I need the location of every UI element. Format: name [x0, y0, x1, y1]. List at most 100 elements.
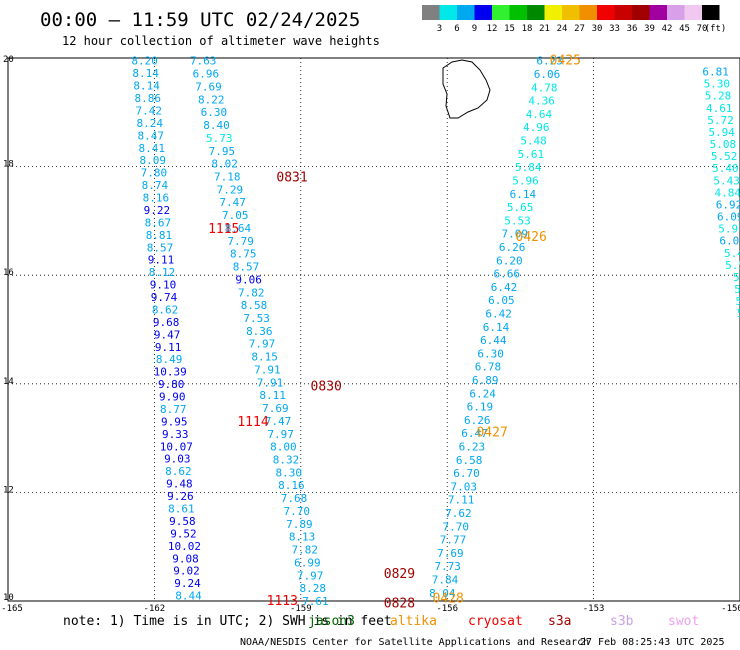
wave-height-point: 8.81: [146, 229, 173, 242]
wave-height-point: 9.11: [148, 254, 175, 267]
wave-height-point: 8.00: [270, 441, 297, 454]
wave-height-point: 8.61: [168, 503, 195, 516]
wave-height-point: 5.61: [518, 148, 545, 161]
y-tick-label: 16: [3, 268, 14, 278]
scale-label: 12: [487, 24, 498, 34]
wave-height-point: 6.09: [719, 235, 740, 248]
wave-height-point: 5.52: [711, 150, 738, 163]
scale-swatch: [492, 5, 510, 20]
wave-height-point: 7.91: [257, 376, 284, 389]
wave-height-tracks: 8.208.148.148.867.428.248.478.418.097.80…: [131, 55, 740, 608]
wave-height-point: 8.41: [139, 142, 166, 155]
wave-height-point: 8.64: [225, 222, 252, 235]
wave-height-point: 6.96: [193, 68, 220, 81]
pass-time-label: 0829: [384, 567, 415, 582]
wave-height-point: 5.08: [710, 138, 737, 151]
wave-height-point: 8.22: [198, 93, 225, 106]
scale-unit: (ft): [705, 24, 727, 34]
wave-height-point: 9.26: [167, 490, 194, 503]
wave-height-point: 9.11: [155, 341, 182, 354]
wave-height-point: 5.40: [712, 162, 739, 175]
hawaii-island-outline: [442, 59, 491, 119]
y-tick-label: 14: [3, 377, 14, 387]
pass-time-label: 0425: [550, 54, 581, 69]
pass-time-label: 1113: [267, 594, 298, 609]
wave-height-point: 7.82: [292, 544, 319, 557]
wave-height-point: 7.77: [440, 534, 467, 547]
wave-height-point: 6.30: [201, 106, 228, 119]
wave-height-point: 7.73: [434, 560, 461, 573]
wave-height-point: 7.18: [214, 170, 241, 183]
wave-height-point: 6.14: [483, 321, 510, 334]
wave-height-point: 7.68: [281, 492, 308, 505]
wave-height-point: 8.75: [230, 248, 257, 261]
scale-label: 21: [539, 24, 550, 34]
wave-height-point: 5.65: [507, 201, 534, 214]
wave-height-point: 6.89: [472, 374, 499, 387]
wave-height-point: 4.36: [528, 95, 555, 108]
wave-height-point: 8.32: [273, 453, 300, 466]
wave-height-point: 7.47: [219, 196, 246, 209]
legend-entry-swot: swot: [668, 614, 699, 629]
scale-swatch: [457, 5, 475, 20]
wave-height-point: 8.77: [160, 403, 187, 416]
y-tick-label: 12: [3, 485, 14, 495]
scale-swatch: [562, 5, 580, 20]
scale-swatch: [632, 5, 650, 20]
x-tick-label: -153: [583, 604, 605, 614]
wave-height-point: 5: [734, 283, 740, 296]
scale-label: 42: [662, 24, 673, 34]
wave-height-point: 6.92: [716, 198, 740, 211]
wave-height-point: 7.82: [238, 286, 265, 299]
wave-height-point: 8.40: [203, 119, 230, 132]
pass-time-label: 0428: [433, 591, 464, 606]
axis-tick-labels: -165 -162 -159 -156 -153 -150 10 12 14 16 18 20: [1, 55, 740, 614]
wave-height-point: 9.90: [159, 391, 186, 404]
wave-height-point: 9.06: [235, 273, 262, 286]
wave-height-point: 9.08: [172, 552, 199, 565]
scale-swatch: [702, 5, 720, 20]
wave-height-point: 5.4: [724, 247, 740, 260]
wave-height-point: 6.09: [717, 211, 740, 224]
wave-height-point: 5.30: [704, 78, 731, 91]
x-tick-label: -150: [721, 604, 740, 614]
wave-height-point: 6.42: [491, 281, 518, 294]
chart-subtitle: 12 hour collection of altimeter wave hei…: [62, 34, 380, 48]
satellite-legend: jason3 altika cryosat s3a s3b swot: [308, 614, 699, 629]
generated-timestamp: 27 Feb 08:25:43 UTC 2025: [580, 637, 725, 648]
wave-height-point: 9.02: [173, 565, 200, 578]
wave-height-point: 7.09: [502, 228, 529, 241]
wave-height-point: 7.29: [217, 183, 244, 196]
wave-height-point: 7.80: [141, 167, 168, 180]
scale-swatch: [422, 5, 440, 20]
wave-height-point: 8.30: [275, 466, 302, 479]
wave-height-point: 8.16: [143, 192, 170, 205]
wave-height-point: 5: [735, 295, 740, 308]
wave-height-point: 8.04: [429, 587, 456, 600]
pass-time-label: 0828: [384, 597, 415, 612]
wave-height-point: 8.36: [246, 325, 273, 338]
scale-label: 3: [437, 24, 442, 34]
wave-height-point: 8.58: [241, 299, 268, 312]
wave-height-point: 6.78: [475, 361, 502, 374]
wave-height-point: 8.62: [152, 303, 179, 316]
wave-height-point: 9.68: [153, 316, 180, 329]
scale-label: 70: [697, 24, 708, 34]
y-tick-label: 18: [3, 160, 14, 170]
wave-height-point: 5.43: [713, 174, 740, 187]
wave-height-point: 8.44: [175, 590, 202, 603]
scale-label: 18: [522, 24, 533, 34]
pass-time-label: 0427: [476, 426, 507, 441]
grid-lines: [8, 58, 740, 601]
color-scale-legend: 3 6 9 12 15 18 21 24 27 30 33 36 39 42 45 70(ft): [422, 5, 726, 34]
chart-title: 00:00 – 11:59 UTC 02/24/2025: [40, 9, 360, 31]
wave-height-point: 4.84: [715, 186, 740, 199]
wave-height-point: 6.99: [294, 556, 321, 569]
scale-swatch: [439, 5, 457, 20]
wave-height-point: 9.80: [158, 378, 185, 391]
wave-height-point: 10.02: [168, 540, 201, 553]
wave-height-point: 7.47: [265, 415, 292, 428]
wave-height-point: 9.47: [154, 328, 181, 341]
wave-height-point: 8.16: [278, 479, 305, 492]
wave-height-point: 9.74: [151, 291, 178, 304]
